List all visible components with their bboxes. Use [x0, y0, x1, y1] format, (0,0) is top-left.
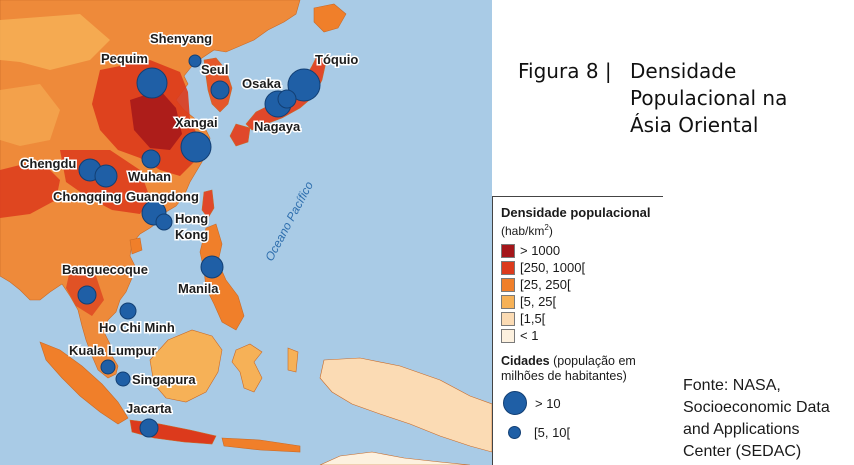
- legend-density-class: [1,5[: [501, 310, 663, 327]
- legend-density-class: [25, 250[: [501, 276, 663, 293]
- city-label-singapura: Singapura: [132, 372, 196, 387]
- city-label-nagaya: Nagaya: [254, 119, 301, 134]
- land-sulawesi: [231, 343, 263, 393]
- city-label-kuala-lumpur: Kuala Lumpur: [69, 343, 156, 358]
- density-medium-northwest: [0, 14, 110, 70]
- land-australia-north: [319, 451, 471, 465]
- land-borneo: [149, 329, 223, 403]
- land-maluku: [287, 347, 299, 373]
- city-label-guangdong: Guangdong: [126, 189, 199, 204]
- city-marker-ho-chi-minh: [119, 302, 137, 320]
- source-note: Fonte: NASA, Socioeconomic Data and Appl…: [683, 375, 830, 463]
- source-line-3: and Applications: [683, 421, 800, 438]
- city-marker-wuhan: [141, 149, 161, 169]
- city-marker-toquio: [287, 68, 321, 102]
- legend-density-class: < 1: [501, 327, 663, 344]
- legend-city-class: > 10: [501, 390, 663, 416]
- land-taiwan: [201, 189, 215, 219]
- city-labels: Shenyang Pequim Seul Osaka Tóquio Nagaya…: [19, 30, 360, 418]
- source-line-1: Fonte: NASA,: [683, 377, 781, 394]
- legend-swatch: [501, 311, 515, 326]
- city-marker-chongqing: [94, 164, 118, 188]
- figure-title-line-3: Ásia Oriental: [630, 113, 759, 137]
- city-marker-xangai: [180, 131, 212, 163]
- figure-caption: Figura 8 | Densidade Populacional na Ásia…: [518, 58, 787, 139]
- city-label-manila: Manila: [178, 281, 219, 296]
- legend-circle-small: [508, 425, 521, 439]
- city-label-banguecoque: Banguecoque: [62, 262, 148, 277]
- legend-unit: (hab/km2): [501, 223, 553, 238]
- city-marker-nagaya: [277, 89, 297, 109]
- legend-circle-large: [503, 391, 527, 415]
- source-line-2: Socioeconomic Data: [683, 399, 830, 416]
- city-marker-kuala-lumpur: [100, 359, 116, 375]
- land-sumatra: [39, 341, 129, 425]
- legend-swatch: [501, 243, 515, 258]
- city-label-chengdu: Chengdu: [20, 156, 76, 171]
- population-density-map: Oceano Pacífico Shenyang Pequim Seul Osa…: [0, 0, 492, 465]
- city-marker-singapura: [115, 371, 131, 387]
- figure-title-line-2: Populacional na: [630, 86, 788, 110]
- city-label-ho-chi-minh: Ho Chi Minh: [99, 320, 175, 335]
- land-hainan: [129, 237, 143, 255]
- density-medium-tibet: [0, 84, 60, 146]
- legend-swatch: [501, 328, 515, 343]
- land-japan-hokkaido: [313, 3, 347, 33]
- city-marker-hong-kong: [155, 213, 173, 231]
- land-new-guinea: [319, 357, 492, 453]
- land-lesser-sunda: [221, 437, 301, 453]
- city-marker-manila: [200, 255, 224, 279]
- city-label-jacarta: Jacarta: [126, 401, 172, 416]
- city-label-chongqing: Chongqing: [53, 189, 122, 204]
- city-marker-shenyang: [188, 54, 202, 68]
- city-marker-pequim: [136, 67, 168, 99]
- legend-density-class: [250, 1000[: [501, 259, 663, 276]
- city-label-wuhan: Wuhan: [128, 169, 171, 184]
- legend-density-class: > 1000: [501, 242, 663, 259]
- legend-swatch: [501, 294, 515, 309]
- legend-swatch: [501, 277, 515, 292]
- figure-number: Figura 8 |: [518, 59, 612, 83]
- legend-density-class: [5, 25[: [501, 293, 663, 310]
- source-line-4: Center (SEDAC): [683, 443, 802, 460]
- map-legend: Densidade populacional (hab/km2) > 1000 …: [492, 196, 663, 465]
- city-label-shenyang: Shenyang: [150, 31, 212, 46]
- legend-title: Densidade populacional: [501, 205, 651, 220]
- city-marker-banguecoque: [77, 285, 97, 305]
- city-circles: [77, 54, 321, 438]
- city-label-hong-kong: Hong Kong: [175, 211, 212, 242]
- density-high-north-india: [0, 160, 60, 218]
- legend-city-class: [5, 10[: [501, 422, 663, 442]
- land-japan-kyushu: [229, 123, 251, 147]
- legend-swatch: [501, 260, 515, 275]
- city-label-osaka: Osaka: [242, 76, 282, 91]
- city-label-seul: Seul: [201, 62, 228, 77]
- city-marker-seul: [210, 80, 230, 100]
- city-label-xangai: Xangai: [175, 115, 218, 130]
- city-label-pequim: Pequim: [101, 51, 148, 66]
- legend-cities-title: Cidades (população em milhões de habitan…: [501, 354, 636, 383]
- city-label-toquio: Tóquio: [315, 52, 358, 67]
- density-very-high-north-china: [130, 90, 182, 150]
- figure-title-line-1: Densidade: [630, 59, 737, 83]
- city-marker-jacarta: [139, 418, 159, 438]
